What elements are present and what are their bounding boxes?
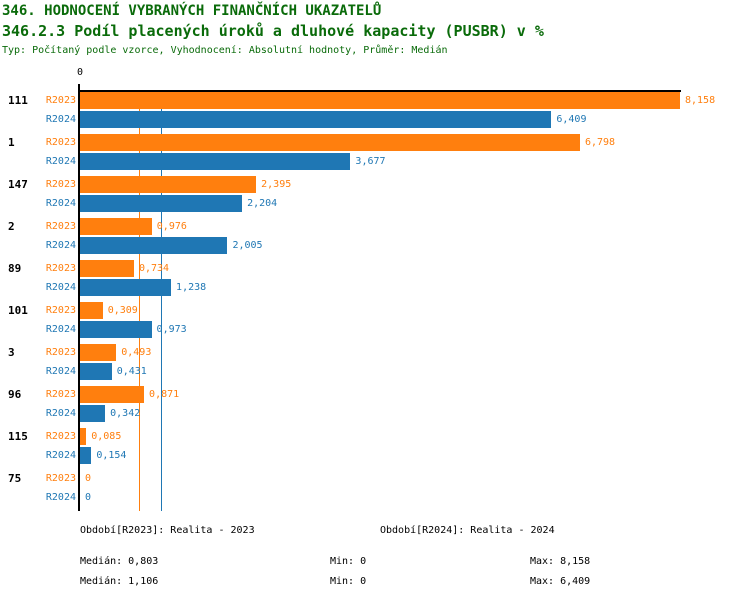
median-stat-r2023: Medián: 0,803 bbox=[80, 556, 159, 567]
bar-r2024-147 bbox=[80, 195, 243, 212]
series-label-r2023: R2023 bbox=[45, 179, 76, 190]
max-stat-r2024: Max: 6,409 bbox=[530, 576, 591, 587]
bar-value-label: 0,734 bbox=[138, 263, 170, 274]
x-axis-line bbox=[78, 90, 681, 92]
median-line-r2023 bbox=[138, 92, 140, 511]
bar-value-label: 2,395 bbox=[261, 179, 292, 190]
series-label-r2023: R2023 bbox=[45, 431, 76, 442]
bar-value-label: 0,342 bbox=[110, 408, 141, 419]
bar-value-label: 0,154 bbox=[96, 450, 127, 461]
series-label-r2024: R2024 bbox=[45, 282, 76, 293]
bar-r2023-115 bbox=[80, 428, 87, 445]
bar-value-label: 8,158 bbox=[685, 95, 716, 106]
bar-value-label: 0,871 bbox=[149, 389, 180, 400]
bar-r2024-111 bbox=[80, 111, 552, 128]
category-label: 1 bbox=[8, 136, 15, 149]
bar-r2024-1 bbox=[80, 153, 351, 170]
bar-value-label: 0,973 bbox=[156, 324, 187, 335]
series-label-r2023: R2023 bbox=[45, 263, 76, 274]
category-label: 3 bbox=[8, 346, 15, 359]
bar-r2024-96 bbox=[80, 405, 106, 422]
zero-tick-label: 0 bbox=[76, 67, 84, 78]
bar-r2023-96 bbox=[80, 386, 145, 403]
bar-value-label: 0 bbox=[85, 492, 92, 503]
bar-value-label: 0,976 bbox=[156, 221, 187, 232]
period-label-r2023: Období[R2023]: Realita - 2023 bbox=[80, 525, 255, 536]
category-label: 75 bbox=[8, 472, 22, 485]
min-stat-r2024: Min: 0 bbox=[330, 576, 367, 587]
bar-r2024-3 bbox=[80, 363, 112, 380]
series-label-r2024: R2024 bbox=[45, 198, 76, 209]
bar-r2024-2 bbox=[80, 237, 228, 254]
page-title: 346. HODNOCENÍ VYBRANÝCH FINANČNÍCH UKAZ… bbox=[2, 3, 382, 19]
min-stat-r2023: Min: 0 bbox=[330, 556, 367, 567]
series-label-r2023: R2023 bbox=[45, 305, 76, 316]
page-subtitle: 346.2.3 Podíl placených úroků a dluhové … bbox=[2, 22, 544, 40]
bar-r2024-101 bbox=[80, 321, 152, 338]
bar-value-label: 2,204 bbox=[247, 198, 278, 209]
series-label-r2024: R2024 bbox=[45, 492, 76, 503]
median-line-r2024 bbox=[160, 92, 162, 511]
series-label-r2023: R2023 bbox=[45, 347, 76, 358]
series-label-r2024: R2024 bbox=[45, 240, 76, 251]
series-label-r2023: R2023 bbox=[45, 389, 76, 400]
bar-value-label: 0,085 bbox=[91, 431, 122, 442]
bar-r2023-147 bbox=[80, 176, 257, 193]
bar-r2023-3 bbox=[80, 344, 117, 361]
category-label: 147 bbox=[8, 178, 28, 191]
bar-r2023-1 bbox=[80, 134, 580, 151]
series-label-r2023: R2023 bbox=[45, 221, 76, 232]
median-stat-r2024: Medián: 1,106 bbox=[80, 576, 159, 587]
bar-value-label: 1,238 bbox=[176, 282, 207, 293]
series-label-r2024: R2024 bbox=[45, 156, 76, 167]
series-label-r2024: R2024 bbox=[45, 366, 76, 377]
series-label-r2023: R2023 bbox=[45, 95, 76, 106]
bar-value-label: 0,493 bbox=[121, 347, 152, 358]
bar-value-label: 6,409 bbox=[556, 114, 587, 125]
bar-value-label: 3,677 bbox=[355, 156, 386, 167]
bar-r2024-89 bbox=[80, 279, 172, 296]
bar-r2023-2 bbox=[80, 218, 152, 235]
bar-value-label: 0,309 bbox=[107, 305, 138, 316]
y-axis-line bbox=[78, 84, 80, 511]
series-label-r2023: R2023 bbox=[45, 137, 76, 148]
bar-r2023-101 bbox=[80, 302, 103, 319]
category-label: 96 bbox=[8, 388, 22, 401]
bar-value-label: 6,798 bbox=[584, 137, 616, 148]
series-label-r2024: R2024 bbox=[45, 450, 76, 461]
category-label: 2 bbox=[8, 220, 15, 233]
category-label: 111 bbox=[8, 94, 28, 107]
series-label-r2024: R2024 bbox=[45, 408, 76, 419]
bar-value-label: 2,005 bbox=[232, 240, 263, 251]
series-label-r2023: R2023 bbox=[45, 473, 76, 484]
bar-value-label: 0,431 bbox=[116, 366, 147, 377]
type-line: Typ: Počítaný podle vzorce, Vyhodnocení:… bbox=[2, 45, 448, 56]
category-label: 115 bbox=[8, 430, 28, 443]
bar-r2023-111 bbox=[80, 92, 680, 109]
bar-r2023-89 bbox=[80, 260, 134, 277]
category-label: 89 bbox=[8, 262, 22, 275]
bar-value-label: 0 bbox=[85, 473, 92, 484]
max-stat-r2023: Max: 8,158 bbox=[530, 556, 591, 567]
series-label-r2024: R2024 bbox=[45, 114, 76, 125]
series-label-r2024: R2024 bbox=[45, 324, 76, 335]
bar-r2024-115 bbox=[80, 447, 92, 464]
period-label-r2024: Období[R2024]: Realita - 2024 bbox=[380, 525, 555, 536]
category-label: 101 bbox=[8, 304, 28, 317]
